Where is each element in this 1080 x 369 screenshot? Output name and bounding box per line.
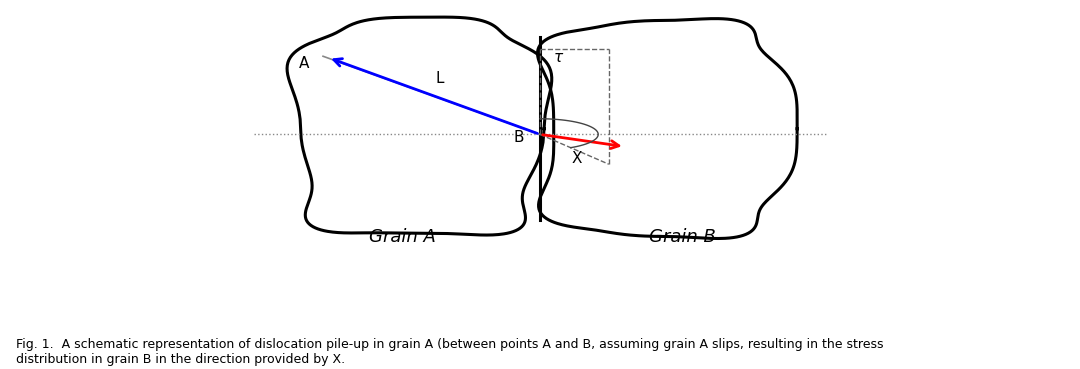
Text: $\tau$: $\tau$: [553, 50, 565, 65]
Text: A: A: [299, 56, 309, 71]
Text: Grain B: Grain B: [649, 228, 716, 246]
Text: B: B: [514, 130, 524, 145]
Text: X: X: [571, 151, 582, 166]
Text: L: L: [435, 72, 444, 86]
Text: Fig. 1.  A schematic representation of dislocation pile-up in grain A (between p: Fig. 1. A schematic representation of di…: [16, 338, 883, 366]
Text: Grain A: Grain A: [369, 228, 436, 246]
